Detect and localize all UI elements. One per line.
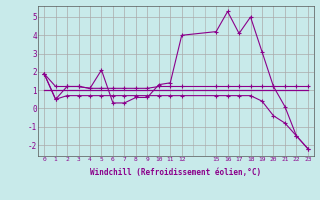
X-axis label: Windchill (Refroidissement éolien,°C): Windchill (Refroidissement éolien,°C) xyxy=(91,168,261,177)
